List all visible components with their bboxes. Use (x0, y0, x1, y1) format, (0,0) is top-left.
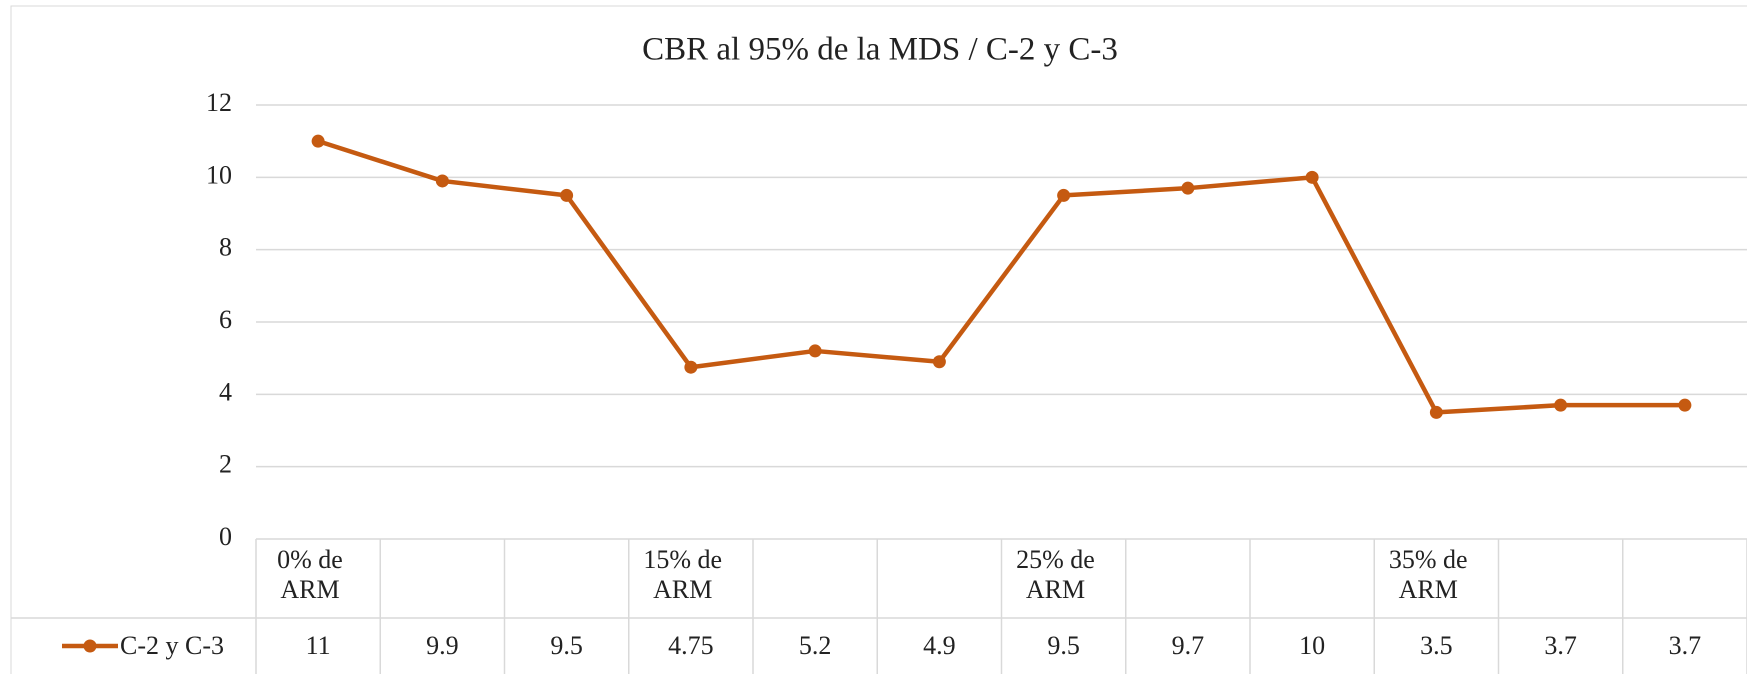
y-tick-label: 6 (219, 305, 232, 334)
table-value: 10 (1299, 631, 1325, 660)
data-point (1181, 181, 1195, 195)
y-tick-label: 8 (219, 233, 232, 262)
data-point (1678, 398, 1692, 412)
data-point (435, 174, 449, 188)
x-category-cell: 25% de ARM (1016, 545, 1095, 604)
x-category-cell: 35% de ARM (1388, 545, 1468, 604)
table-value: 11 (306, 631, 331, 660)
table-value: 3.5 (1420, 631, 1453, 660)
y-tick-label: 4 (219, 377, 232, 406)
series-line (317, 139, 1685, 415)
x-category-cell: 0% de ARM (277, 545, 343, 604)
table-value: 9.5 (550, 631, 583, 660)
legend-marker (83, 639, 97, 653)
data-point (1554, 398, 1568, 412)
table-value: 9.5 (1047, 631, 1080, 660)
data-point (932, 355, 946, 369)
x-tick-label: 0% de ARM (277, 545, 343, 604)
x-category-cell: 15% de ARM (643, 545, 723, 604)
y-tick-label: 12 (206, 88, 232, 117)
table-value: 5.2 (799, 631, 832, 660)
y-tick-label: 10 (206, 160, 232, 189)
data-point (684, 360, 698, 374)
data-point (1305, 170, 1319, 184)
table-value: 4.9 (923, 631, 956, 660)
data-point (1057, 188, 1071, 202)
legend-label: C-2 y C-3 (120, 631, 224, 660)
data-point (808, 344, 822, 358)
table-value: 3.7 (1544, 631, 1577, 660)
y-tick-label: 2 (219, 450, 232, 479)
table-value: 9.9 (426, 631, 459, 660)
x-tick-label: 15% de ARM (643, 545, 723, 604)
data-point (1429, 405, 1443, 419)
data-point (311, 134, 325, 148)
table-value: 3.7 (1669, 631, 1702, 660)
x-tick-label: 35% de ARM (1388, 545, 1468, 604)
chart-border (10, 5, 1747, 674)
x-tick-label: 25% de ARM (1016, 545, 1095, 604)
table-value: 4.75 (668, 631, 714, 660)
y-tick-label: 0 (219, 522, 232, 551)
data-point (560, 188, 574, 202)
table-value: 9.7 (1172, 631, 1205, 660)
chart-title: CBR al 95% de la MDS / C-2 y C-3 (642, 32, 1118, 68)
